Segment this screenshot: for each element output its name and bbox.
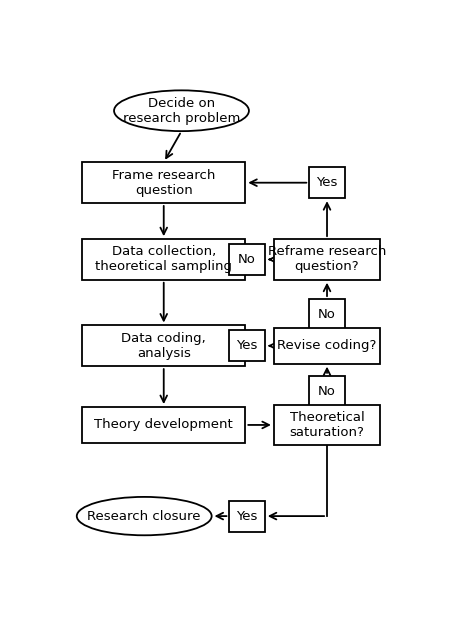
Text: Theory development: Theory development: [94, 419, 233, 432]
Bar: [82, 407, 245, 443]
Bar: [309, 299, 345, 330]
Bar: [274, 328, 380, 364]
Text: Reframe research
question?: Reframe research question?: [268, 245, 386, 273]
Text: Yes: Yes: [316, 176, 338, 189]
Text: Data coding,
analysis: Data coding, analysis: [121, 332, 206, 360]
Text: Frame research
question: Frame research question: [112, 169, 215, 197]
Ellipse shape: [114, 90, 249, 131]
Bar: [229, 244, 265, 275]
Bar: [229, 500, 265, 531]
Text: Research closure: Research closure: [87, 510, 201, 523]
Text: Yes: Yes: [236, 510, 258, 523]
Text: Revise coding?: Revise coding?: [278, 340, 376, 352]
Bar: [274, 404, 380, 445]
Text: No: No: [318, 385, 336, 398]
Bar: [82, 325, 245, 366]
Text: Theoretical
saturation?: Theoretical saturation?: [289, 411, 365, 439]
Bar: [82, 163, 245, 203]
Text: No: No: [238, 253, 256, 266]
Ellipse shape: [77, 497, 212, 535]
Bar: [82, 239, 245, 280]
Bar: [229, 330, 265, 361]
Bar: [274, 239, 380, 280]
Bar: [309, 376, 345, 407]
Text: Yes: Yes: [236, 340, 258, 352]
Bar: [309, 167, 345, 198]
Text: No: No: [318, 308, 336, 321]
Text: Decide on
research problem: Decide on research problem: [123, 97, 240, 125]
Text: Data collection,
theoretical sampling: Data collection, theoretical sampling: [95, 245, 232, 273]
